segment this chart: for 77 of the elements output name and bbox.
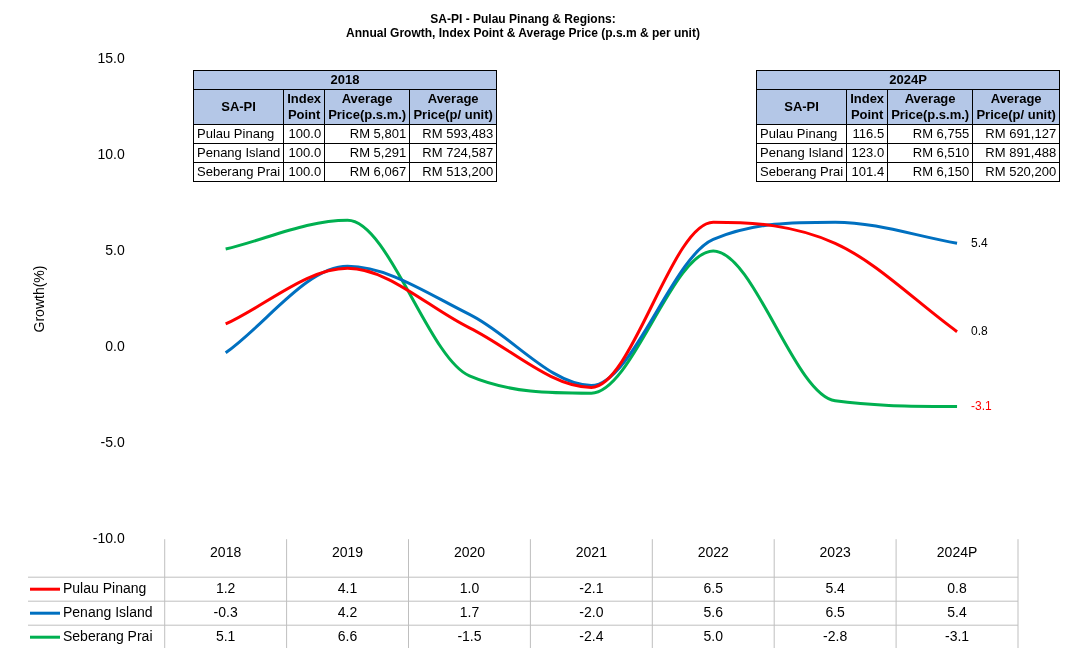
annotation: RM 891,488 (972, 143, 1060, 163)
annotation: RM 691,127 (972, 124, 1060, 144)
annotation: Average Price(p.s.m.) (324, 89, 410, 125)
y-tick-label: 10.0 (97, 145, 125, 162)
annotation: Index Point (283, 89, 325, 125)
data-label: -1.5 (457, 628, 482, 645)
y-tick-label: -10.0 (92, 530, 125, 547)
annotation: Index Point (846, 89, 888, 125)
annotation: 101.4 (846, 162, 888, 182)
annotation: 100.0 (283, 143, 325, 163)
x-tick-label: 2021 (575, 544, 608, 561)
legend-label: Pulau Pinang (63, 580, 147, 597)
chart-subtitle: Annual Growth, Index Point & Average Price (p.s.m & per unit) (346, 25, 700, 40)
annotation: Pulau Pinang (756, 124, 847, 144)
annotation: Penang Island (193, 143, 284, 163)
annotation: SA-PI (193, 89, 284, 125)
annotation: 100.0 (283, 162, 325, 182)
data-label: 4.2 (337, 604, 358, 621)
annotation: RM 5,291 (324, 143, 410, 163)
x-tick-label: 2020 (453, 544, 486, 561)
annotation: -3.1 (971, 398, 993, 413)
data-label: 4.1 (337, 580, 358, 597)
annotation: Penang Island (756, 143, 847, 163)
x-tick-label: 2022 (697, 544, 730, 561)
data-label: 5.6 (703, 604, 724, 621)
x-tick-label: 2018 (210, 544, 242, 561)
annotation: RM 724,587 (409, 143, 497, 163)
data-label: 6.6 (337, 628, 358, 645)
text: 2018 (193, 70, 497, 90)
text: 2024P (756, 70, 1060, 90)
annotation: 123.0 (846, 143, 888, 163)
data-label: 1.7 (459, 604, 480, 621)
annotation: Seberang Prai (756, 162, 847, 182)
data-label: 1.2 (215, 580, 236, 597)
data-label: -3.1 (944, 628, 970, 645)
annotation: Pulau Pinang (193, 124, 284, 144)
annotation: RM 6,150 (887, 162, 973, 182)
annotation: Average Price(p/ unit) (409, 89, 497, 125)
y-axis-title: Growth(%) (31, 265, 48, 333)
legend-label: Seberang Prai (63, 628, 153, 645)
annotation: RM 6,067 (324, 162, 410, 182)
data-label: 1.0 (459, 580, 480, 597)
data-label: 5.1 (215, 628, 236, 645)
data-label: 5.0 (703, 628, 724, 645)
annotation: RM 593,483 (409, 124, 497, 144)
annotation: Seberang Prai (193, 162, 284, 182)
annotation: 5.4 (971, 235, 989, 250)
data-label: -2.0 (579, 604, 604, 621)
x-tick-label: 2024P (936, 544, 978, 561)
data-label: -2.1 (579, 580, 604, 597)
annotation: 0.8 (971, 323, 989, 338)
x-tick-label: 2023 (819, 544, 851, 561)
y-tick-label: 0.0 (105, 337, 125, 354)
data-label: 6.5 (703, 580, 724, 597)
annotation: 116.5 (846, 124, 888, 144)
data-label: -0.3 (213, 604, 238, 621)
chart-title: SA-PI - Pulau Pinang & Regions: (430, 11, 616, 26)
x-tick-label: 2019 (331, 544, 364, 561)
y-tick-label: 15.0 (97, 49, 125, 66)
annotation: Average Price(p/ unit) (972, 89, 1060, 125)
annotation: SA-PI (756, 89, 847, 125)
data-label: 0.8 (947, 580, 967, 597)
annotation: Average Price(p.s.m.) (887, 89, 973, 125)
annotation: RM 520,200 (972, 162, 1060, 182)
annotation: RM 6,510 (887, 143, 973, 163)
annotation: RM 6,755 (887, 124, 973, 144)
data-label: -2.4 (579, 628, 604, 645)
data-label: 5.4 (825, 580, 846, 597)
data-label: -2.8 (823, 628, 848, 645)
annotation: RM 5,801 (324, 124, 410, 144)
annotation: 100.0 (283, 124, 325, 144)
legend-label: Penang Island (63, 604, 153, 621)
data-label: 6.5 (825, 604, 846, 621)
annotation: RM 513,200 (409, 162, 497, 182)
y-tick-label: 5.0 (105, 241, 125, 258)
data-label: 5.4 (947, 604, 967, 621)
y-tick-label: -5.0 (100, 433, 125, 450)
